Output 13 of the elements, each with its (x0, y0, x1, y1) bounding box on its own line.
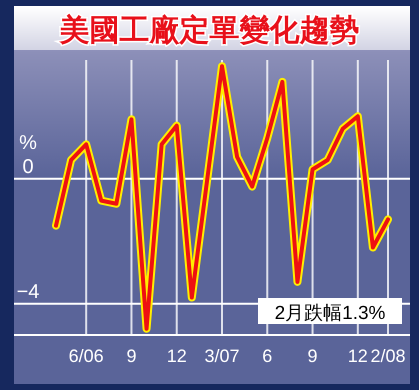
x-tick-label: 2/08 (370, 346, 406, 366)
y-axis-title: % (19, 132, 38, 154)
x-tick-label: 9 (126, 346, 136, 366)
x-tick-label: 6/06 (68, 346, 104, 366)
x-tick-label: 6 (262, 346, 272, 366)
x-tick-label: 3/07 (204, 346, 240, 366)
x-tick-label: 12 (348, 346, 368, 366)
y-tick-label: −4 (16, 280, 40, 303)
x-tick-label: 12 (166, 346, 187, 366)
y-tick-label: 0 (22, 156, 34, 178)
annotation: 2月跌幅1.3% (274, 303, 386, 324)
chart-title: 美國工廠定單變化趨勢 (58, 13, 360, 47)
x-tick-label: 9 (308, 346, 318, 366)
